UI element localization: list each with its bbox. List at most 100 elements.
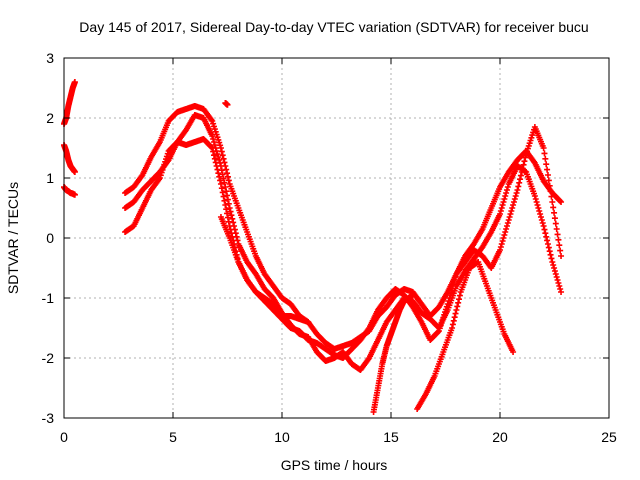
data-point: [210, 139, 217, 145]
series-trace-c: [61, 184, 78, 198]
data-point: [541, 150, 548, 157]
data-point: [448, 289, 455, 295]
data-point: [552, 271, 559, 277]
data-point: [212, 159, 219, 166]
data-point: [549, 259, 556, 265]
data-point: [515, 183, 522, 190]
data-point: [508, 208, 515, 214]
data-point: [226, 223, 233, 229]
data-point: [551, 209, 558, 216]
data-point: [547, 251, 554, 258]
data-point: [211, 155, 218, 162]
data-point: [229, 215, 236, 222]
data-point: [556, 283, 563, 289]
data-point: [216, 157, 223, 163]
data-point: [543, 161, 550, 168]
data-point: [516, 179, 523, 186]
series-trace-b: [61, 142, 78, 175]
data-point: [555, 236, 562, 243]
data-point: [544, 166, 551, 173]
data-point: [498, 241, 505, 247]
data-point: [540, 145, 547, 151]
data-point: [219, 152, 226, 159]
y-tick-label: 2: [46, 110, 54, 126]
data-point: [223, 206, 230, 213]
data-point: [225, 200, 232, 207]
data-point: [557, 247, 564, 254]
data-point: [216, 173, 223, 180]
data-point: [550, 204, 557, 211]
data-point: [551, 268, 558, 274]
data-point: [543, 233, 550, 240]
data-point: [558, 199, 565, 205]
data-point: [503, 223, 510, 229]
data-point: [444, 301, 451, 307]
data-point: [505, 217, 512, 223]
chart-title: Day 145 of 2017, Sidereal Day-to-day VTE…: [79, 19, 588, 35]
y-tick-label: -1: [42, 290, 55, 306]
y-tick-label: -3: [42, 410, 55, 426]
data-point: [217, 145, 224, 151]
data-point: [221, 197, 228, 204]
data-point: [545, 177, 552, 184]
data-point: [210, 136, 217, 142]
data-point: [504, 184, 511, 190]
data-point: [446, 295, 453, 301]
data-point: [451, 314, 458, 321]
data-point: [228, 212, 235, 219]
data-point: [518, 169, 525, 175]
data-point: [220, 193, 227, 200]
data-point: [456, 292, 463, 299]
data-point: [513, 190, 520, 196]
data-point: [504, 220, 511, 226]
data-point: [500, 199, 507, 205]
data-point: [546, 182, 553, 189]
data-point: [219, 189, 226, 196]
data-point: [450, 317, 457, 324]
data-point: [210, 152, 217, 159]
data-point: [551, 265, 558, 271]
data-point: [498, 205, 505, 211]
data-point: [540, 223, 547, 229]
data-point: [546, 248, 553, 255]
data-point: [553, 226, 560, 232]
data-point: [497, 211, 503, 217]
data-point: [517, 176, 524, 183]
data-point: [554, 231, 561, 238]
data-point: [224, 170, 231, 177]
series-trace-i: [414, 259, 517, 412]
grid: [64, 58, 609, 418]
data-point: [500, 235, 507, 241]
data-point: [220, 175, 227, 182]
data-point: [449, 325, 456, 331]
data-point: [503, 226, 510, 232]
data-point: [550, 262, 557, 268]
data-point: [536, 208, 543, 214]
data-point: [501, 196, 508, 202]
y-tick-label: 0: [46, 230, 54, 246]
x-tick-label: 5: [169, 429, 177, 445]
ticks: 0 5 10 15 20 25 -3 -2 -1 0 1 2 3: [42, 50, 617, 445]
data-point: [557, 286, 564, 292]
data-point: [497, 208, 504, 214]
data-point: [214, 151, 221, 157]
data-point: [452, 274, 459, 280]
data-point: [551, 215, 558, 222]
data-point: [506, 214, 513, 220]
y-tick-label: 1: [46, 170, 54, 186]
data-point: [539, 220, 546, 226]
data-point: [451, 277, 458, 283]
data-point: [222, 202, 229, 208]
data-point: [510, 199, 517, 205]
data-point: [447, 292, 454, 298]
x-axis-label: GPS time / hours: [281, 457, 388, 473]
series-trace-j: [222, 100, 231, 108]
data-point: [555, 280, 562, 286]
data-point: [497, 244, 504, 250]
data-point: [544, 241, 551, 247]
data-point: [544, 172, 551, 178]
data-point: [224, 192, 231, 199]
x-tick-label: 20: [492, 429, 508, 445]
data-point: [554, 277, 561, 283]
